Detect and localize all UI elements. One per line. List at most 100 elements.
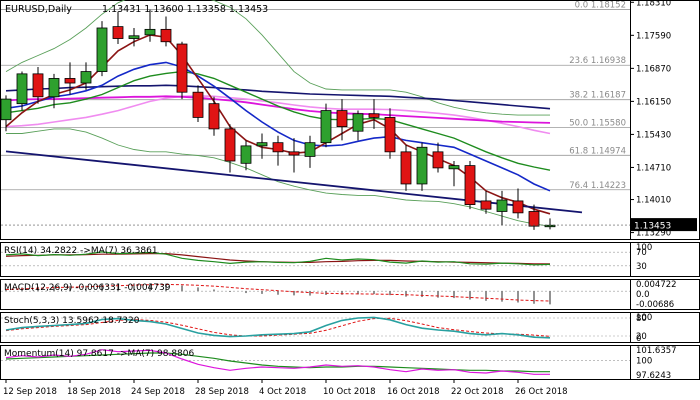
moving-average-pink <box>5 95 551 135</box>
fib-level-label: 50.0 1.15580 <box>569 119 626 129</box>
bullish-candle <box>96 27 108 72</box>
bearish-candle <box>32 73 44 98</box>
bullish-candle <box>128 35 140 39</box>
bearish-candle <box>432 151 444 169</box>
bullish-candle <box>48 78 60 98</box>
price-y-tick-label: 1.16150 <box>636 97 671 107</box>
price-y-tick-label: 1.16870 <box>636 64 671 74</box>
stoch-y-tick-label: 100 <box>636 313 652 323</box>
bearish-candle <box>112 26 124 39</box>
momentum-moving-average <box>5 352 550 373</box>
bullish-candle <box>80 71 92 84</box>
macd-histogram-bar <box>293 291 295 296</box>
macd-histogram-bar <box>373 291 375 295</box>
bearish-candle <box>480 200 492 210</box>
momentum-label: Momentum(14) 97.8617 ->MA(7) 98.8806 <box>4 349 195 359</box>
bollinger-upper-band <box>5 0 550 116</box>
macd-histogram-bar <box>405 291 407 297</box>
momentum-line <box>5 349 550 375</box>
macd-histogram-bar <box>469 291 471 300</box>
bullish-candle <box>448 165 460 170</box>
bearish-candle <box>176 43 188 93</box>
momentum-y-tick-label: 100 <box>636 356 652 366</box>
macd-y-tick-label: -0.00686 <box>636 300 674 310</box>
stoch-label: Stoch(5,3,3) 13.5962 18.7320 <box>4 316 140 326</box>
macd-histogram-bar <box>181 285 183 292</box>
fib-level-label: 76.4 1.14223 <box>569 181 626 191</box>
bearish-candle <box>160 28 172 43</box>
x-axis-tick-label: 22 Oct 2018 <box>451 387 504 397</box>
stoch-y-tick-label: 20 <box>636 332 647 342</box>
macd-histogram-bar <box>357 291 359 295</box>
macd-histogram-bar <box>341 291 343 295</box>
macd-histogram-bar <box>229 291 231 292</box>
macd-histogram-bar <box>133 283 135 292</box>
macd-histogram-bar <box>117 283 119 292</box>
fib-level-label: 61.8 1.14974 <box>569 146 626 156</box>
chart-ohlc-readout: 1.13431 1.13600 1.13358 1.13453 <box>102 4 268 15</box>
bearish-candle <box>272 142 284 153</box>
fib-level-label: 38.2 1.16187 <box>569 91 626 101</box>
macd-histogram-bar <box>261 291 263 294</box>
momentum-y-tick-label: 101.6357 <box>636 346 677 356</box>
bearish-candle <box>208 103 220 130</box>
macd-label: MACD(12,26,9) -0.006331 -0.004739 <box>4 283 171 293</box>
bearish-candle <box>512 200 524 214</box>
bullish-candle <box>240 145 252 164</box>
bearish-candle <box>400 151 412 185</box>
bullish-candle <box>544 224 556 228</box>
bearish-candle <box>192 91 204 118</box>
x-axis: 12 Sep 2018 18 Sep 2018 24 Sep 2018 28 Sep … <box>3 379 568 397</box>
bearish-candle <box>224 128 236 162</box>
rsi-y-tick-label: 100 <box>636 243 652 253</box>
stoch-d-line <box>5 317 551 337</box>
macd-histogram-bar <box>453 291 455 299</box>
macd-histogram-bar <box>277 291 279 295</box>
macd-histogram-bar <box>533 291 535 304</box>
bollinger-lower-band <box>6 128 551 227</box>
bullish-candle <box>304 142 316 157</box>
macd-histogram-bar <box>309 291 311 296</box>
bearish-candle <box>64 78 76 84</box>
x-axis-tick-label: 26 Oct 2018 <box>515 387 568 397</box>
macd-histogram-bar <box>37 286 39 292</box>
bearish-candle <box>288 151 300 156</box>
rsi-line <box>5 251 551 266</box>
bearish-candle <box>368 113 380 118</box>
bullish-candle <box>144 28 156 36</box>
macd-histogram-bar <box>501 291 503 302</box>
price-panel: 0.0 1.18152 23.6 1.16938 38.2 1.16187 50.0 … <box>0 0 700 240</box>
price-y-tick-label: 1.17590 <box>636 31 671 41</box>
macd-histogram-bar <box>549 291 551 305</box>
x-axis-tick-label: 4 Oct 2018 <box>259 387 306 397</box>
fib-level-label: 0.0 1.18152 <box>575 1 626 11</box>
bearish-candle <box>336 110 348 128</box>
moving-average-green <box>5 70 551 171</box>
macd-histogram-bar <box>421 291 423 298</box>
moving-average-blue <box>5 61 551 192</box>
momentum-y-tick-label: 97.6243 <box>636 371 671 381</box>
macd-histogram-bar <box>165 283 167 292</box>
stoch-k-line <box>5 316 551 339</box>
macd-histogram-bar <box>485 291 487 301</box>
price-y-tick-label: 1.18310 <box>636 0 671 8</box>
bearish-candle <box>528 211 540 227</box>
bearish-candle <box>384 117 396 153</box>
x-axis-tick-label: 16 Oct 2018 <box>387 387 440 397</box>
macd-signal-line <box>5 283 551 302</box>
macd-histogram-bar <box>517 291 519 303</box>
macd-y-tick-label: 0.0 <box>636 290 650 300</box>
bullish-candle <box>320 110 332 144</box>
price-y-tick-label: 1.14710 <box>636 163 671 173</box>
macd-histogram-bar <box>437 291 439 298</box>
macd-histogram-bar <box>213 289 215 292</box>
bullish-candle <box>416 146 428 185</box>
rsi-y-tick-label: 30 <box>636 262 647 272</box>
bullish-candle <box>16 73 28 105</box>
current-price-label: 1.13453 <box>634 222 671 232</box>
x-axis-tick-label: 18 Sep 2018 <box>67 387 121 397</box>
